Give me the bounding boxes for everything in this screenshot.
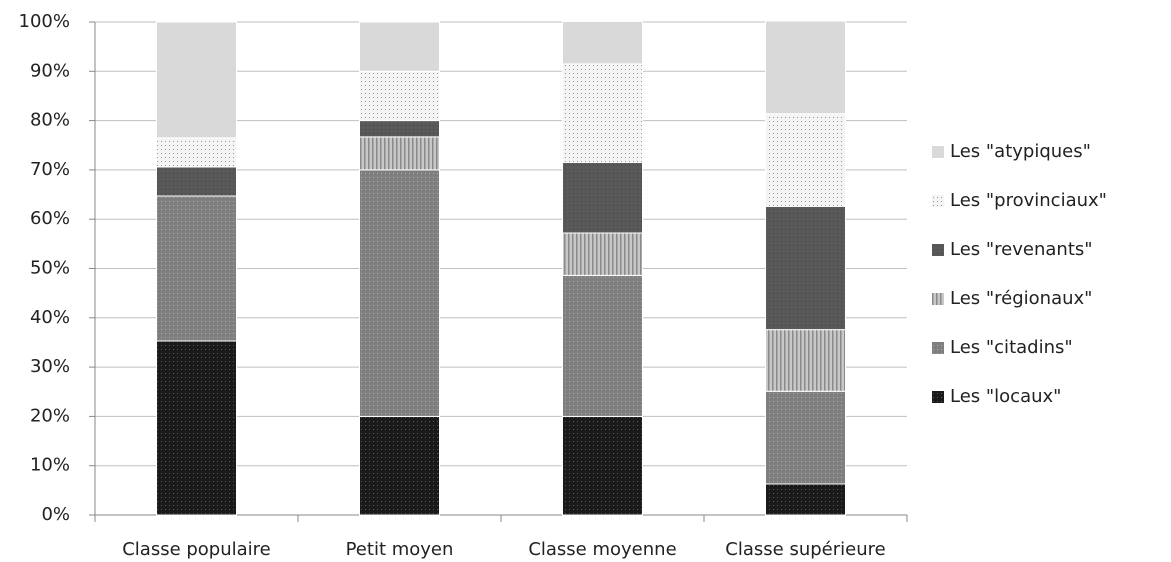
bar-segment [156,21,237,139]
bar-segment [562,274,643,417]
bar-segment [156,166,237,197]
bar-segment [359,21,440,72]
y-tick-label: 50% [30,258,70,279]
bar-segment [765,483,846,516]
legend-swatch [932,195,944,207]
legend-swatch [932,342,944,354]
bar-segment [156,195,237,342]
legend-label: Les "locaux" [950,386,1061,407]
y-tick-label: 70% [30,159,70,180]
bar-segment [359,120,440,138]
bar-segment [359,70,440,122]
bar-segment [156,137,237,168]
bar-segment [562,415,643,516]
y-tick-label: 60% [30,208,70,229]
bar-segment [765,205,846,331]
y-tick-label: 10% [30,455,70,476]
x-tick-label: Classe supérieure [725,539,885,560]
x-tick-label: Petit moyen [346,539,454,560]
bar-segment [359,415,440,516]
bar-segment [562,232,643,276]
y-tick-label: 0% [41,504,70,525]
y-tick-label: 30% [30,356,70,377]
bar-segment [562,21,643,65]
legend-swatch [932,146,944,158]
legend-label: Les "provinciaux" [950,190,1107,211]
bar-segment [359,169,440,417]
bar-segment [562,63,643,164]
y-tick-label: 100% [19,11,70,32]
y-tick-label: 20% [30,405,70,426]
bar-segment [765,20,846,115]
y-tick-label: 40% [30,307,70,328]
x-tick-label: Classe populaire [122,539,271,560]
legend-label: Les "régionaux" [950,288,1092,309]
bar-segment [765,329,846,392]
y-tick-label: 90% [30,60,70,81]
bar-segment [156,340,237,516]
bar-segment [765,390,846,485]
legend-label: Les "revenants" [950,239,1093,260]
legend-label: Les "atypiques" [950,141,1091,162]
x-tick-label: Classe moyenne [528,539,676,560]
bar-segment [765,113,846,207]
legend-swatch [932,391,944,403]
bar-segment [359,136,440,171]
legend-label: Les "citadins" [950,337,1073,358]
legend-swatch [932,293,944,305]
legend-swatch [932,244,944,256]
bar-segment [562,162,643,234]
y-tick-label: 80% [30,110,70,131]
